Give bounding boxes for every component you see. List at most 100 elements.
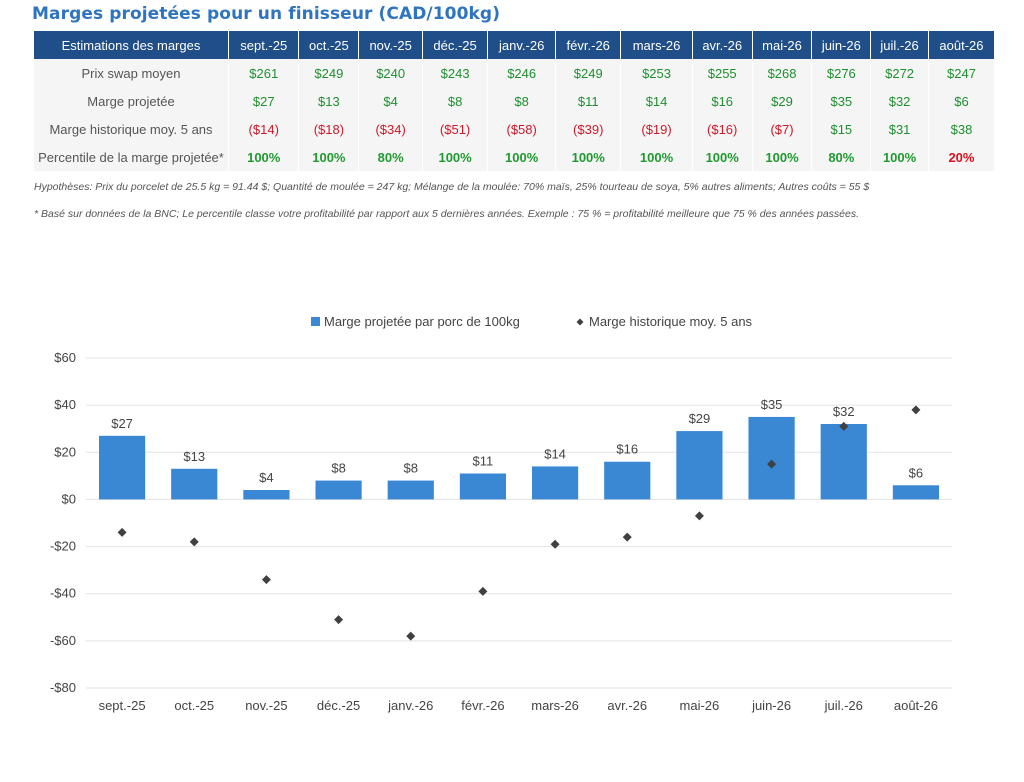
table-cell: 20% — [928, 143, 994, 171]
bar-data-label: $11 — [473, 454, 494, 469]
table-header-month: juin-26 — [811, 31, 872, 59]
table-row-label: Marge projetée — [34, 87, 229, 115]
x-tick-label: oct.-25 — [174, 698, 214, 713]
table-row: Marge projetée $27 $13 $4 $8 $8 $11 $14 $16 $29 $3… — [34, 87, 994, 115]
x-tick-label: mai-26 — [680, 698, 720, 713]
bar — [748, 416, 795, 500]
table-header-month: mai-26 — [752, 31, 813, 59]
table-header-month: oct.-25 — [298, 31, 360, 59]
scatter-point — [334, 615, 344, 625]
table-row-label: Marge historique moy. 5 ans — [34, 115, 229, 143]
table-cell: $15 — [811, 115, 872, 143]
y-tick-label: $40 — [54, 397, 76, 412]
bar-data-label: $8 — [404, 461, 418, 476]
table-cell: $255 — [692, 59, 753, 87]
bar — [459, 473, 507, 500]
table-cell: $249 — [298, 59, 360, 87]
table-cell: $249 — [555, 59, 622, 87]
margin-chart: $60 $40 $20 $0 -$20 -$40 -$60 -$80 $27 $13 $4 $8 $8 $… — [50, 314, 952, 713]
table-cell: $13 — [298, 87, 360, 115]
table-cell: $29 — [752, 87, 813, 115]
table-header-label: Estimations des marges — [34, 31, 229, 59]
x-tick-label: nov.-25 — [245, 698, 287, 713]
table-cell: ($19) — [620, 115, 693, 143]
bar-data-label: $4 — [259, 470, 273, 485]
table-cell: $14 — [620, 87, 693, 115]
scatter-point — [261, 575, 271, 585]
table-cell: $247 — [928, 59, 994, 87]
table-header-month: mars-26 — [620, 31, 693, 59]
table-cell: $276 — [811, 59, 872, 87]
table-cell: ($16) — [692, 115, 753, 143]
table-cell: ($39) — [555, 115, 622, 143]
y-tick-label: -$20 — [50, 539, 76, 554]
table-header-month: janv.-26 — [487, 31, 557, 59]
table-row: Prix swap moyen $261 $249 $240 $243 $246 $249 $… — [34, 59, 994, 87]
table-row: Marge historique moy. 5 ans ($14) ($18) ($3… — [34, 115, 994, 143]
table-cell: $268 — [752, 59, 813, 87]
x-tick-label: févr.-26 — [461, 698, 504, 713]
table-header-month: déc.-25 — [422, 31, 489, 59]
table-cell: $253 — [620, 59, 693, 87]
bar-data-label: $29 — [689, 411, 711, 426]
bar-data-label: $35 — [761, 397, 783, 412]
table-cell: ($58) — [487, 115, 557, 143]
scatter-point — [767, 459, 777, 469]
y-tick-label: -$60 — [50, 633, 76, 648]
scatter-point — [839, 421, 849, 431]
y-tick-label: $60 — [54, 350, 76, 365]
table-row: Percentile de la marge projetée* 100% 100%… — [34, 143, 994, 171]
table-cell: ($51) — [422, 115, 489, 143]
bar — [243, 490, 290, 500]
y-tick-label: -$40 — [50, 586, 76, 601]
table-cell: 80% — [811, 143, 872, 171]
table-header-month: sept.-25 — [228, 31, 300, 59]
scatter-point — [622, 532, 632, 542]
bar-data-label: $8 — [331, 461, 345, 476]
table-cell: $35 — [811, 87, 872, 115]
table-cell: $8 — [422, 87, 489, 115]
bar — [892, 485, 940, 500]
table-cell: 100% — [298, 143, 360, 171]
table-header-month: févr.-26 — [555, 31, 622, 59]
table-cell: 100% — [870, 143, 929, 171]
table-cell: $8 — [487, 87, 557, 115]
table-cell: ($7) — [752, 115, 813, 143]
legend-scatter-label: Marge historique moy. 5 ans — [589, 314, 753, 329]
table-header-row: Estimations des marges sept.-25 oct.-25 no… — [34, 31, 994, 59]
scatter-point — [406, 631, 416, 641]
scatter-point — [189, 537, 199, 547]
bar — [820, 424, 867, 500]
x-tick-label: janv.-26 — [387, 698, 433, 713]
table-cell: 100% — [422, 143, 489, 171]
bar-data-label: $16 — [616, 442, 638, 457]
table-header-month: août-26 — [928, 31, 994, 59]
x-tick-label: août-26 — [894, 698, 938, 713]
scatter-point — [911, 405, 921, 415]
bar — [604, 461, 651, 500]
table-body: Prix swap moyen $261 $249 $240 $243 $246 $249 $… — [34, 59, 994, 171]
table-cell: 100% — [752, 143, 813, 171]
x-tick-label: avr.-26 — [607, 698, 647, 713]
bar-data-label: $13 — [183, 449, 205, 464]
legend-bar-swatch — [311, 317, 320, 326]
bar — [387, 480, 434, 500]
table-cell: ($18) — [298, 115, 360, 143]
bar — [676, 431, 723, 500]
table-cell: 80% — [358, 143, 424, 171]
scatter-point — [478, 586, 488, 596]
table-cell: $31 — [870, 115, 929, 143]
bar — [98, 435, 146, 500]
table-cell: $243 — [422, 59, 489, 87]
table-cell: 100% — [487, 143, 557, 171]
legend-bar-label: Marge projetée par porc de 100kg — [324, 314, 520, 329]
table-row-label: Prix swap moyen — [34, 59, 229, 87]
x-tick-label: juin-26 — [751, 698, 791, 713]
table-cell: ($14) — [228, 115, 300, 143]
table-row-label: Percentile de la marge projetée* — [34, 143, 229, 171]
bar-data-label: $6 — [909, 465, 923, 480]
scatter-point — [117, 527, 127, 537]
legend-scatter-swatch — [576, 318, 584, 326]
table-cell: $4 — [358, 87, 424, 115]
table-cell: $38 — [928, 115, 994, 143]
